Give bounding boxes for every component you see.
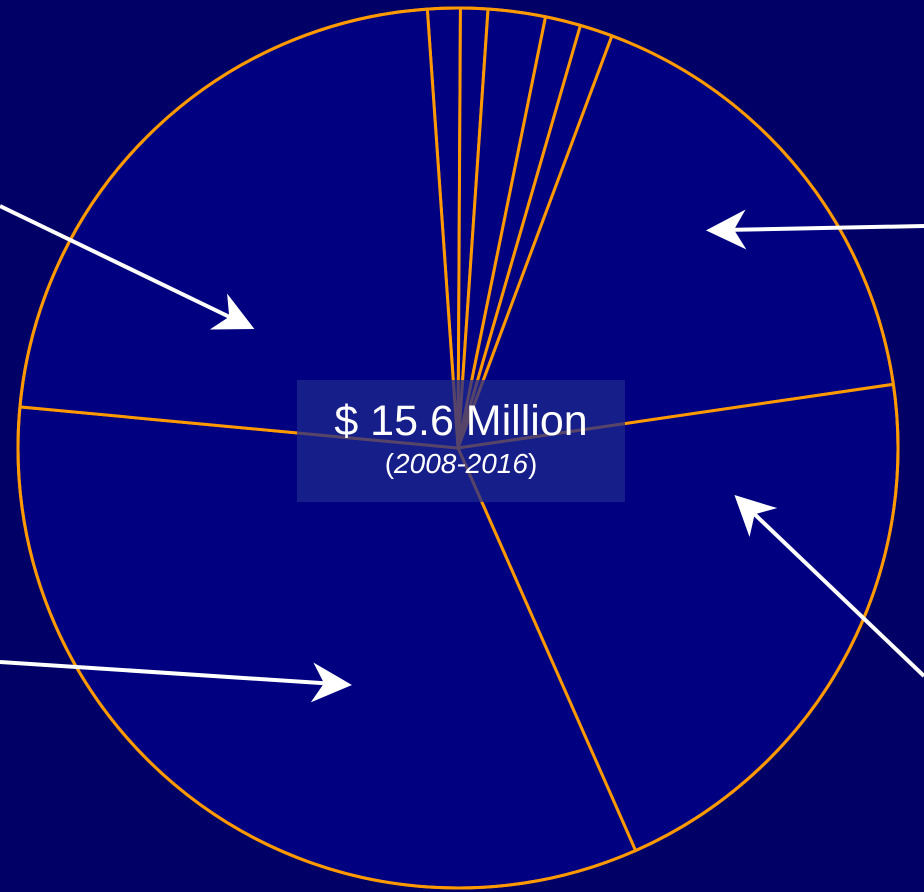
callout-arrow-slice-9 [0, 660, 352, 703]
callout-arrow-slice-7 [734, 494, 924, 678]
callout-arrow-slice-8 [0, 204, 255, 330]
period-open-paren: ( [384, 448, 395, 479]
callout-arrow-slice-6 [706, 209, 924, 250]
period-years: 2008-2016 [394, 448, 528, 479]
callout-arrows [0, 204, 924, 703]
total-label-box: $ 15.6 Million (2008-2016) [297, 380, 625, 502]
period-close-paren: ) [527, 448, 538, 479]
pie-outline [16, 6, 900, 890]
period-label: (2008-2016) [297, 446, 625, 482]
total-amount-label: $ 15.6 Million [334, 397, 588, 445]
